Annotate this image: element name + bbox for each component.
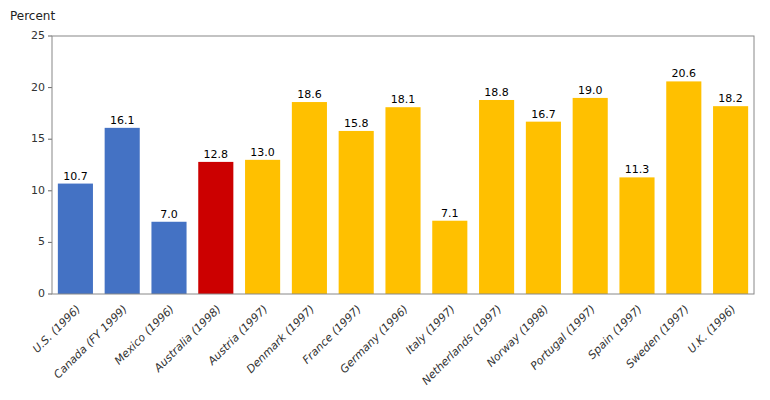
bar [151, 222, 186, 294]
data-label: 7.1 [441, 207, 459, 220]
y-tick-label: 5 [38, 235, 45, 248]
bars [58, 81, 748, 294]
x-axis: U.S. (1996)Canada (FY 1999)Mexico (1996)… [30, 303, 738, 388]
data-label: 15.8 [344, 117, 369, 130]
y-tick-label: 20 [31, 81, 45, 94]
plot-frame [52, 36, 754, 294]
data-label: 10.7 [63, 170, 88, 183]
x-tick-label: Germany (1996) [337, 303, 410, 376]
data-labels: 10.7 16.1 7.0 12.8 13.0 18.6 15.8 18.1 7.1 18.8 16… [63, 67, 743, 220]
data-label: 18.1 [391, 93, 416, 106]
data-label: 16.7 [531, 108, 556, 121]
x-tick-label: Netherlands (1997) [419, 303, 504, 388]
bar [619, 177, 654, 294]
bar [666, 81, 701, 294]
y-tick [48, 36, 52, 37]
chart-container: 0 5 10 15 20 25 10.7 16.1 7.0 12.8 13.0 18.6 15.8 18.… [0, 0, 770, 400]
y-tick [48, 139, 52, 140]
bar [198, 162, 233, 294]
y-tick [48, 294, 52, 295]
bar [479, 100, 514, 294]
x-tick-label: Canada (FY 1999) [51, 303, 130, 382]
data-label: 20.6 [672, 67, 697, 80]
y-tick [48, 87, 52, 88]
x-tick-label: U.K. (1996) [685, 303, 738, 356]
y-tick [48, 190, 52, 191]
y-tick-label: 25 [31, 29, 45, 42]
data-label: 13.0 [250, 146, 275, 159]
bar [105, 128, 140, 294]
y-axis: 0 5 10 15 20 25 [31, 29, 52, 300]
data-label: 19.0 [578, 84, 603, 97]
y-tick-label: 0 [38, 287, 45, 300]
bar [432, 221, 467, 294]
data-label: 7.0 [160, 208, 178, 221]
y-tick-label: 15 [31, 132, 45, 145]
data-label: 16.1 [110, 114, 135, 127]
x-tick-label: Portugal (1997) [528, 303, 598, 373]
chart-svg: 0 5 10 15 20 25 10.7 16.1 7.0 12.8 13.0 18.6 15.8 18.… [0, 0, 770, 400]
bar [573, 98, 608, 294]
bar [385, 107, 420, 294]
data-label: 12.8 [204, 148, 229, 161]
y-tick [48, 242, 52, 243]
bar [58, 184, 93, 294]
bar [245, 160, 280, 294]
data-label: 18.2 [718, 92, 743, 105]
bar [713, 106, 748, 294]
data-label: 18.8 [484, 86, 509, 99]
data-label: 11.3 [625, 163, 650, 176]
y-tick-label: 10 [31, 184, 45, 197]
bar [292, 102, 327, 294]
bar [339, 131, 374, 294]
y-axis-label: Percent [10, 9, 55, 23]
data-label: 18.6 [297, 88, 322, 101]
bar [526, 122, 561, 294]
x-tick-label: Sweden (1997) [623, 303, 691, 371]
